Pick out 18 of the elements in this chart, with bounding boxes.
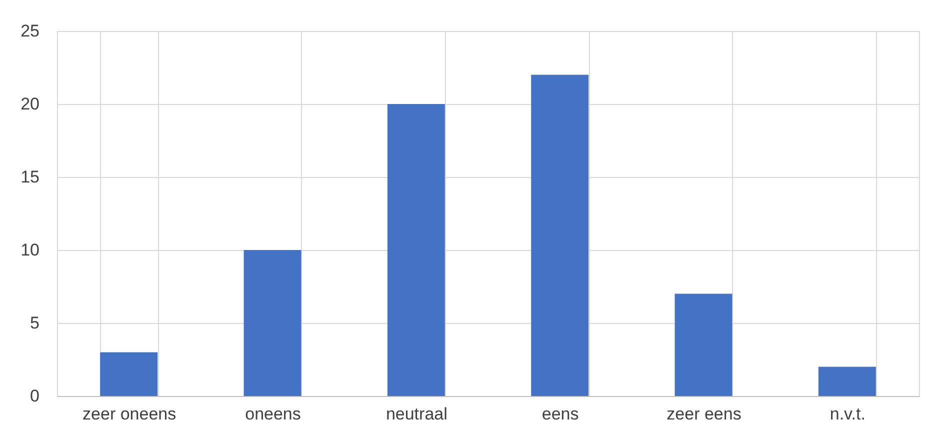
x-tick-label: n.v.t.: [830, 404, 866, 424]
x-tick-label: eens: [542, 404, 579, 424]
bar: [818, 366, 876, 396]
bar: [387, 104, 445, 396]
y-tick-label: 0: [30, 386, 40, 406]
bar: [674, 294, 732, 396]
y-tick-label: 10: [20, 240, 40, 260]
x-tick-label: zeer oneens: [82, 404, 176, 424]
y-tick-label: 20: [20, 94, 40, 114]
x-tick-label: zeer eens: [666, 404, 742, 424]
y-tick-label: 15: [20, 168, 40, 186]
bar: [244, 250, 302, 396]
bar: [100, 352, 158, 396]
bar: [531, 74, 589, 396]
x-tick-label: neutraal: [386, 404, 448, 424]
y-tick-label: 5: [30, 314, 40, 332]
x-tick-label: oneens: [245, 404, 301, 424]
y-tick-label: 25: [20, 22, 40, 40]
